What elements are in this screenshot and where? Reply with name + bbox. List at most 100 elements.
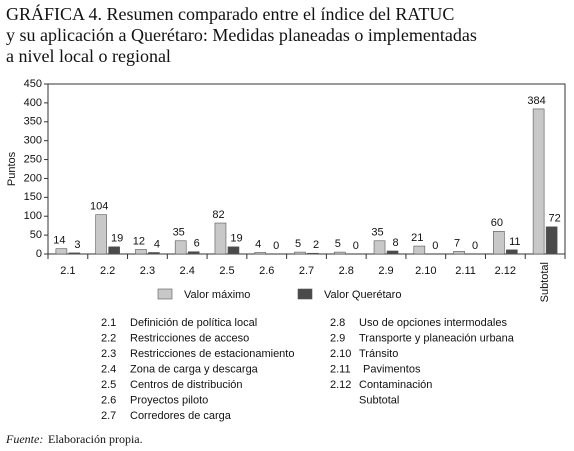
value-label: 35	[173, 227, 185, 239]
y-tick-label: 300	[24, 135, 42, 147]
x-tick-label: 2.10	[415, 265, 436, 277]
x-tick-label: 2.7	[299, 265, 314, 277]
key-code: 2.4	[101, 363, 116, 375]
key-code: 2.11	[330, 363, 351, 375]
x-tick-label: 2.8	[339, 265, 354, 277]
bar	[493, 231, 505, 255]
value-label: 82	[212, 209, 224, 221]
value-label: 6	[194, 238, 200, 250]
value-label: 0	[273, 240, 279, 252]
source-text: Elaboración propia.	[48, 432, 143, 446]
key-label: Contaminación	[359, 379, 432, 391]
legend-swatch	[157, 288, 173, 300]
x-tick-label: 2.11	[455, 265, 476, 277]
bar	[453, 251, 465, 255]
key-code: 2.10	[330, 348, 351, 360]
key-label: Pavimentos	[363, 363, 421, 375]
key-code: 2.3	[101, 348, 116, 360]
bar	[294, 251, 306, 255]
key-label: Transporte y planeación urbana	[359, 332, 515, 344]
value-label: 14	[53, 235, 65, 247]
key-label: Centros de distribución	[130, 379, 243, 391]
value-label: 0	[472, 240, 478, 252]
bar	[68, 252, 81, 255]
x-tick-label: 2.9	[378, 265, 393, 277]
bar	[373, 240, 386, 255]
key-label: Restricciones de acceso	[130, 332, 249, 344]
value-label: 2	[313, 239, 319, 251]
y-tick-label: 350	[24, 116, 42, 128]
y-tick-label: 100	[24, 210, 42, 222]
bar	[148, 252, 160, 255]
bar	[386, 250, 399, 255]
key-code: 2.9	[330, 332, 345, 344]
y-tick-label: 400	[24, 97, 42, 109]
y-tick-label: 200	[24, 172, 42, 184]
key-label: Zona de carga y descarga	[130, 363, 259, 375]
x-tick-label: 2.4	[180, 265, 195, 277]
value-label: 0	[432, 240, 438, 252]
x-tick-label: 2.3	[140, 265, 155, 277]
value-label: 4	[154, 238, 160, 250]
value-label: 5	[335, 238, 341, 250]
key-label: Definición de política local	[130, 317, 257, 329]
value-label: 11	[509, 236, 520, 248]
key-label: Restricciones de estacionamiento	[130, 348, 294, 360]
x-tick-label: 2.6	[259, 265, 274, 277]
legend-label: Valor máximo	[184, 289, 250, 301]
value-label: 12	[133, 235, 145, 247]
y-tick-label: 250	[24, 153, 42, 165]
y-tick-label: 0	[36, 248, 42, 260]
plot-frame	[47, 83, 566, 255]
value-label: 384	[527, 95, 545, 107]
key-code: 2.2	[101, 332, 116, 344]
bar	[413, 245, 426, 255]
bar	[174, 240, 187, 255]
value-label: 4	[255, 238, 261, 250]
value-label: 21	[411, 232, 423, 244]
value-label: 7	[454, 237, 460, 249]
value-label: 19	[111, 233, 123, 245]
value-label: 0	[353, 240, 359, 252]
y-tick-label: 150	[24, 191, 42, 203]
y-tick-label: 50	[30, 229, 42, 241]
value-label: 60	[491, 217, 503, 229]
key-label: Corredores de carga	[130, 410, 232, 422]
bar	[545, 226, 558, 255]
value-label: 72	[548, 213, 560, 225]
value-label: 19	[230, 233, 242, 245]
bar	[307, 252, 319, 255]
bar	[135, 249, 147, 255]
chart-title: a nivel local o regional	[6, 46, 171, 66]
x-tick-label: 2.12	[495, 265, 516, 277]
key-label: Tránsito	[359, 348, 398, 360]
source-label: Fuente:	[5, 432, 43, 446]
bar	[55, 248, 68, 255]
key-code: 2.12	[330, 379, 351, 391]
y-tick-label: 450	[24, 78, 42, 90]
key-label: Uso de opciones intermodales	[359, 317, 507, 329]
key-code: 2.8	[330, 317, 345, 329]
legend-swatch	[297, 288, 313, 300]
value-label: 8	[392, 237, 398, 249]
key-code: 2.1	[101, 317, 116, 329]
bar	[254, 252, 267, 255]
value-label: 5	[295, 238, 301, 250]
bar	[95, 214, 107, 255]
x-tick-label: 2.5	[219, 265, 234, 277]
bar	[333, 251, 346, 255]
bar	[227, 246, 240, 255]
bar	[506, 249, 518, 255]
chart-title: y su aplicación a Querétaro: Medidas pla…	[6, 25, 477, 45]
key-code: 2.5	[101, 379, 116, 391]
bar	[214, 222, 227, 255]
bar	[108, 246, 120, 255]
bar	[532, 108, 545, 255]
key-code: 2.7	[101, 410, 116, 422]
x-tick-label: 2.2	[100, 265, 115, 277]
legend-label: Valor Querétaro	[324, 289, 401, 301]
chart-title: GRÁFICA 4. Resumen comparado entre el ín…	[6, 3, 454, 24]
key-label: Subtotal	[359, 394, 399, 406]
bar	[187, 251, 200, 255]
